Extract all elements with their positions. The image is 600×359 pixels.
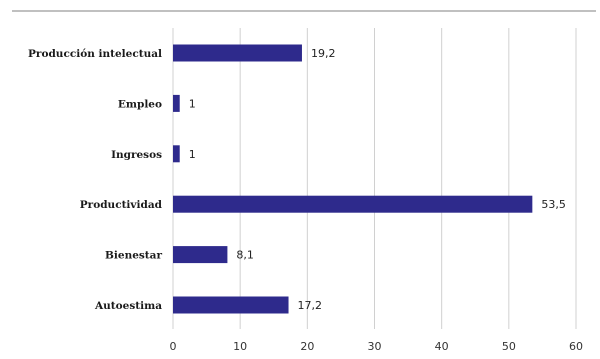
x-tick-label: 30: [368, 340, 382, 353]
x-tick-label: 20: [300, 340, 314, 353]
x-tick-label: 50: [502, 340, 516, 353]
category-labels: Producción intelectual Empleo Ingresos Prod…: [28, 48, 163, 312]
category-label: Ingresos: [111, 149, 162, 161]
value-label: 8,1: [236, 249, 254, 262]
category-label: Autoestima: [94, 300, 162, 312]
category-label: Empleo: [118, 98, 162, 110]
gridlines: [172, 28, 577, 329]
category-label: Bienestar: [105, 250, 162, 262]
value-label: 19,2: [311, 47, 336, 60]
value-label: 1: [189, 97, 196, 110]
bar: [173, 246, 228, 264]
x-tick-label: 40: [435, 340, 449, 353]
value-labels: 19,2 1 1 53,5 8,1 17,2: [189, 47, 566, 312]
x-axis-tick-labels: 0 10 20 30 40 50 60: [170, 340, 584, 353]
category-label: Producción intelectual: [28, 48, 162, 60]
value-label: 17,2: [298, 299, 323, 312]
bars: [173, 44, 533, 314]
bar: [173, 195, 533, 213]
bar: [173, 296, 289, 314]
x-tick-label: 0: [170, 340, 177, 353]
category-label: Productividad: [80, 199, 163, 211]
bar: [173, 94, 180, 112]
bar: [173, 44, 302, 62]
value-label: 1: [189, 148, 196, 161]
x-tick-label: 60: [569, 340, 583, 353]
x-tick-label: 10: [233, 340, 247, 353]
value-label: 53,5: [541, 198, 566, 211]
bar: [173, 145, 180, 163]
